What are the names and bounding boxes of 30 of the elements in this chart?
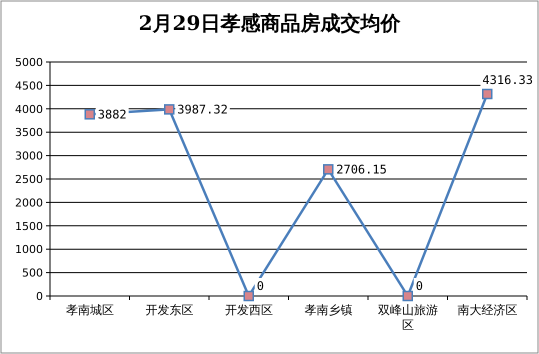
data-label: 0	[416, 279, 423, 293]
point	[244, 290, 254, 302]
x-tick-label: 开发东区	[145, 303, 194, 317]
data-label: 0	[256, 279, 264, 293]
x-tick-label: 双峰山旅游区	[378, 303, 438, 332]
data-label: 4316.33	[482, 72, 533, 87]
x-tick-label: 孝南城区	[66, 303, 114, 317]
point	[402, 290, 413, 302]
point	[164, 104, 174, 115]
chart-title: 2月29日孝感商品房成交均价	[138, 11, 402, 35]
point	[323, 164, 334, 175]
y-tick-label: 4000	[15, 102, 43, 116]
point	[84, 109, 95, 120]
data-label: 2706.15	[336, 162, 387, 176]
y-tick-label: 1500	[15, 220, 43, 233]
x-tick-label: 开发西区	[224, 303, 273, 317]
y-tick-label: 4500	[15, 79, 43, 92]
y-tick-label: 2000	[15, 196, 43, 210]
x-tick-label: 南大经济区	[457, 303, 518, 317]
y-tick-label: 0	[36, 290, 43, 303]
y-tick-label: 3000	[15, 150, 43, 163]
y-tick-label: 5000	[15, 56, 43, 69]
y-tick-label: 3500	[15, 126, 43, 140]
data-label: 3882	[98, 107, 127, 122]
point	[482, 88, 492, 100]
y-tick-label: 500	[22, 266, 43, 280]
y-tick-label: 2500	[15, 173, 43, 186]
y-tick-label: 1000	[15, 243, 43, 256]
data-label: 3987.32	[177, 102, 228, 116]
x-tick-label: 孝南乡镇	[304, 303, 352, 317]
